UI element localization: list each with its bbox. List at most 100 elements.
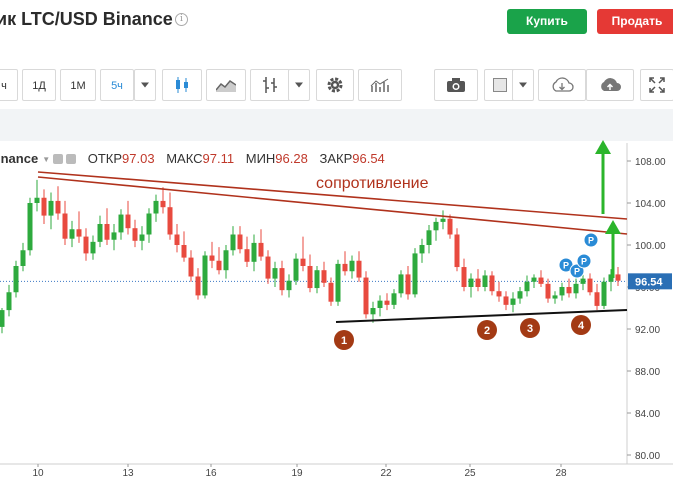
candle-body[interactable] (559, 287, 565, 296)
area-chart-icon[interactable] (206, 69, 246, 101)
interval-1d-button[interactable]: 1Д (22, 69, 56, 101)
candle-body[interactable] (398, 274, 404, 294)
candle-body[interactable] (223, 250, 229, 271)
candle-body[interactable] (237, 234, 243, 250)
candle-body[interactable] (97, 224, 103, 242)
candle-body[interactable] (104, 224, 110, 240)
candle-body[interactable] (27, 203, 33, 251)
chart-type-dropdown-icon[interactable] (288, 69, 310, 101)
candle-body[interactable] (83, 236, 89, 254)
camera-icon[interactable] (434, 69, 478, 101)
candle-body[interactable] (384, 300, 390, 305)
candle-body[interactable] (34, 197, 40, 203)
touch-marker[interactable] (477, 320, 497, 340)
candle-body[interactable] (601, 281, 607, 306)
candle-body[interactable] (244, 249, 250, 262)
candle-body[interactable] (363, 277, 369, 315)
candle-body[interactable] (20, 250, 26, 266)
candle-body[interactable] (461, 267, 467, 287)
candle-body[interactable] (510, 298, 516, 305)
touch-marker[interactable] (334, 330, 354, 350)
candle-body[interactable] (594, 292, 600, 306)
info-icon[interactable]: i (175, 13, 188, 26)
candle-body[interactable] (153, 200, 159, 214)
interval-1m-button[interactable]: 1М (60, 69, 96, 101)
candle-body[interactable] (13, 266, 19, 293)
candle-body[interactable] (468, 278, 474, 287)
candle-body[interactable] (139, 234, 145, 241)
candle-body[interactable] (370, 308, 376, 315)
candle-body[interactable] (426, 230, 432, 245)
candle-body[interactable] (531, 277, 537, 282)
candle-body[interactable] (447, 218, 453, 235)
cloud-download-icon[interactable] (538, 69, 586, 101)
candle-body[interactable] (209, 255, 215, 261)
candle-body[interactable] (146, 213, 152, 235)
candle-body[interactable] (202, 255, 208, 296)
candle-body[interactable] (62, 213, 68, 239)
candle-body[interactable] (41, 197, 47, 216)
candle-body[interactable] (230, 234, 236, 251)
candle-body[interactable] (188, 257, 194, 277)
candle-body[interactable] (391, 293, 397, 305)
candle-body[interactable] (69, 229, 75, 239)
candle-body[interactable] (496, 291, 502, 297)
candle-body[interactable] (538, 277, 544, 284)
candle-body[interactable] (181, 245, 187, 258)
candle-body[interactable] (314, 270, 320, 289)
candle-body[interactable] (293, 258, 299, 281)
p-marker[interactable] (576, 253, 592, 269)
gear-icon[interactable] (316, 69, 354, 101)
candle-body[interactable] (503, 296, 509, 305)
candle-body[interactable] (307, 266, 313, 289)
candle-body[interactable] (349, 260, 355, 272)
candle-body[interactable] (517, 291, 523, 299)
candle-body[interactable] (48, 200, 54, 216)
candle-chart-icon[interactable] (162, 69, 202, 101)
candle-body[interactable] (440, 218, 446, 222)
candle-body[interactable] (377, 300, 383, 308)
interval-5h-button[interactable]: 5ч (100, 69, 134, 101)
sell-button[interactable]: Продать (597, 9, 673, 34)
cloud-upload-icon[interactable] (586, 69, 634, 101)
candle-body[interactable] (321, 270, 327, 283)
indicators-icon[interactable] (358, 69, 402, 101)
interval-dropdown-icon[interactable] (134, 69, 156, 101)
candle-body[interactable] (195, 276, 201, 296)
settings-small-icon[interactable] (66, 154, 77, 164)
candle-body[interactable] (573, 283, 579, 294)
candle-body[interactable] (419, 245, 425, 254)
buy-button[interactable]: Купить (507, 9, 587, 34)
color-dropdown-icon[interactable] (512, 69, 534, 101)
candle-body[interactable] (216, 260, 222, 271)
candle-body[interactable] (265, 256, 271, 279)
candle-body[interactable] (272, 268, 278, 279)
candle-body[interactable] (328, 282, 334, 302)
candle-body[interactable] (174, 234, 180, 246)
candle-body[interactable] (454, 234, 460, 268)
candle-body[interactable] (0, 310, 5, 327)
candle-body[interactable] (160, 200, 166, 208)
candle-body[interactable] (545, 283, 551, 299)
candle-body[interactable] (405, 274, 411, 295)
candle-body[interactable] (587, 278, 593, 293)
touch-marker[interactable] (520, 318, 540, 338)
candle-body[interactable] (412, 253, 418, 295)
interval-hour-button[interactable]: ч (0, 69, 18, 101)
candle-body[interactable] (55, 200, 61, 214)
candle-body[interactable] (335, 263, 341, 302)
candle-body[interactable] (132, 228, 138, 241)
candle-body[interactable] (286, 280, 292, 291)
candle-body[interactable] (566, 287, 572, 294)
candle-body[interactable] (279, 268, 285, 291)
candle-body[interactable] (482, 275, 488, 287)
candle-body[interactable] (6, 292, 12, 311)
candle-body[interactable] (251, 242, 257, 262)
ohlc-bar-icon[interactable] (250, 69, 290, 101)
candle-body[interactable] (615, 274, 621, 281)
p-marker[interactable] (583, 232, 599, 248)
candle-body[interactable] (552, 295, 558, 299)
candle-body[interactable] (258, 242, 264, 257)
candle-body[interactable] (580, 278, 586, 284)
